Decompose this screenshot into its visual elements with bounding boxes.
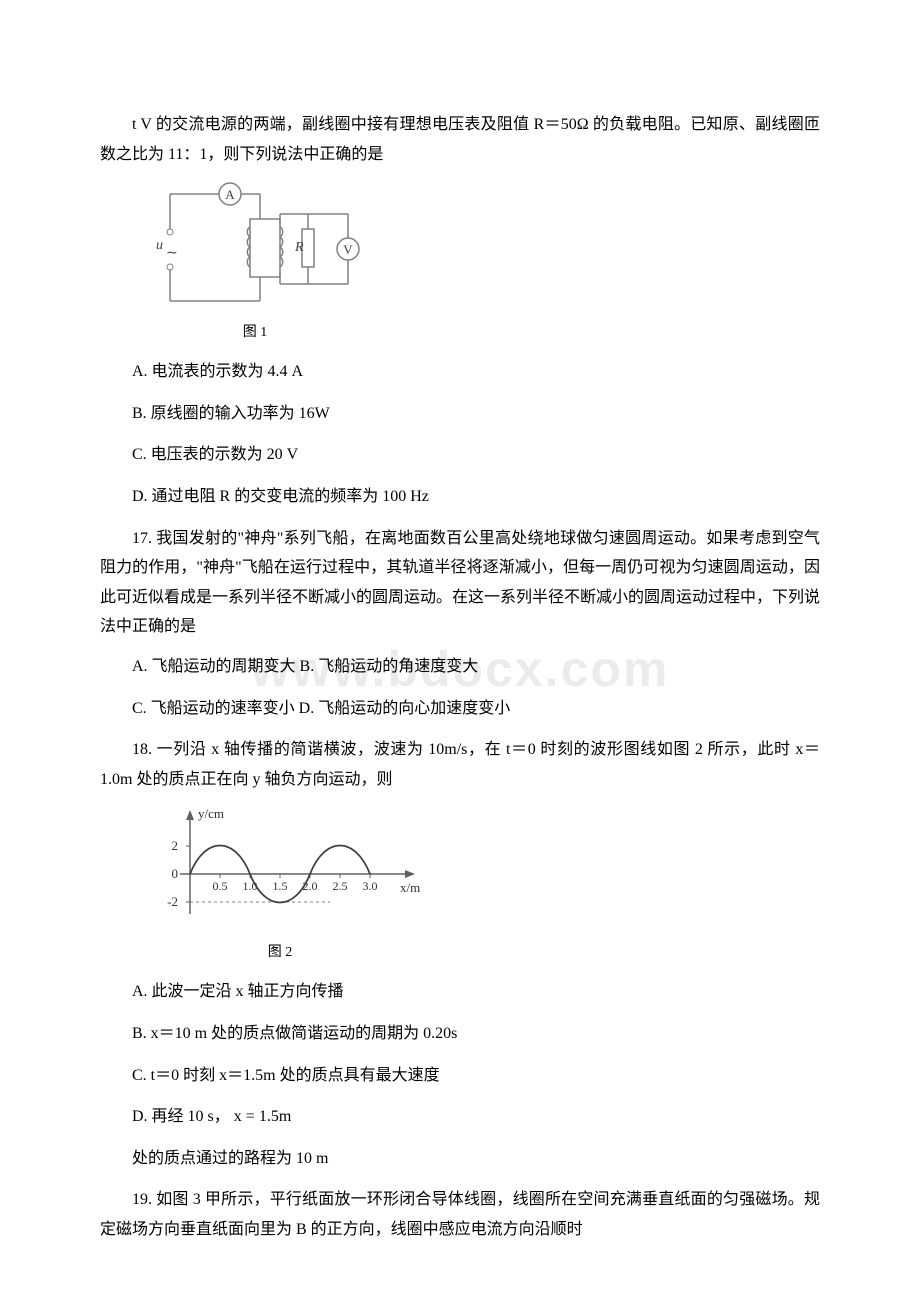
q18-option-d-equation: x = 1.5m bbox=[234, 1108, 291, 1125]
svg-text:-2: -2 bbox=[167, 894, 178, 909]
q17-option-cd: C. 飞船运动的速率变小 D. 飞船运动的向心加速度变小 bbox=[132, 694, 820, 724]
q16-option-d: D. 通过电阻 R 的交变电流的频率为 100 Hz bbox=[132, 482, 820, 512]
q18-option-d: D. 再经 10 s， x = 1.5m bbox=[132, 1102, 820, 1132]
q16-option-a: A. 电流表的示数为 4.4 A bbox=[132, 357, 820, 387]
figure-1-container: A u ∼ R V 图 1 bbox=[150, 179, 820, 341]
q18-option-b: B. x＝10 m 处的质点做简谐运动的周期为 0.20s bbox=[132, 1019, 820, 1049]
svg-text:0: 0 bbox=[172, 866, 179, 881]
q16-intro: t V 的交流电源的两端，副线圈中接有理想电压表及阻值 R＝50Ω 的负载电阻。… bbox=[100, 110, 820, 169]
svg-text:1.5: 1.5 bbox=[273, 879, 288, 893]
q18-option-a: A. 此波一定沿 x 轴正方向传播 bbox=[132, 977, 820, 1007]
svg-text:0.5: 0.5 bbox=[213, 879, 228, 893]
q18-option-c: C. t＝0 时刻 x＝1.5m 处的质点具有最大速度 bbox=[132, 1061, 820, 1091]
q17-text: 17. 我国发射的"神舟"系列飞船，在离地面数百公里高处绕地球做匀速圆周运动。如… bbox=[100, 524, 820, 642]
svg-text:V: V bbox=[343, 242, 353, 257]
svg-text:2: 2 bbox=[172, 838, 179, 853]
svg-text:2.5: 2.5 bbox=[333, 879, 348, 893]
circuit-diagram-icon: A u ∼ R V bbox=[150, 179, 360, 314]
q18-option-d-part2: 处的质点通过的路程为 10 m bbox=[132, 1144, 820, 1174]
q16-option-c: C. 电压表的示数为 20 V bbox=[132, 440, 820, 470]
svg-text:y/cm: y/cm bbox=[198, 806, 224, 821]
svg-text:R: R bbox=[294, 240, 304, 255]
q16-option-b: B. 原线圈的输入功率为 16W bbox=[132, 399, 820, 429]
q19-text: 19. 如图 3 甲所示，平行纸面放一环形闭合导体线圈，线圈所在空间充满垂直纸面… bbox=[100, 1185, 820, 1244]
wave-graph-icon: y/cm x/m 2 0 -2 0.5 1.0 1.5 2.0 2.5 3.0 bbox=[150, 804, 430, 934]
svg-text:∼: ∼ bbox=[166, 246, 178, 261]
figure-2-caption: 图 2 bbox=[150, 941, 410, 961]
svg-text:3.0: 3.0 bbox=[363, 879, 378, 893]
q18-text: 18. 一列沿 x 轴传播的简谐横波，波速为 10m/s，在 t＝0 时刻的波形… bbox=[100, 735, 820, 794]
q17-option-ab: A. 飞船运动的周期变大 B. 飞船运动的角速度变大 bbox=[132, 652, 820, 682]
svg-text:A: A bbox=[225, 187, 235, 202]
figure-2-container: y/cm x/m 2 0 -2 0.5 1.0 1.5 2.0 2.5 3.0 … bbox=[150, 804, 820, 961]
figure-1-caption: 图 1 bbox=[150, 321, 360, 341]
svg-text:x/m: x/m bbox=[400, 880, 420, 895]
q18-option-d-part1: D. 再经 10 s， bbox=[132, 1108, 230, 1125]
svg-text:u: u bbox=[156, 238, 163, 253]
